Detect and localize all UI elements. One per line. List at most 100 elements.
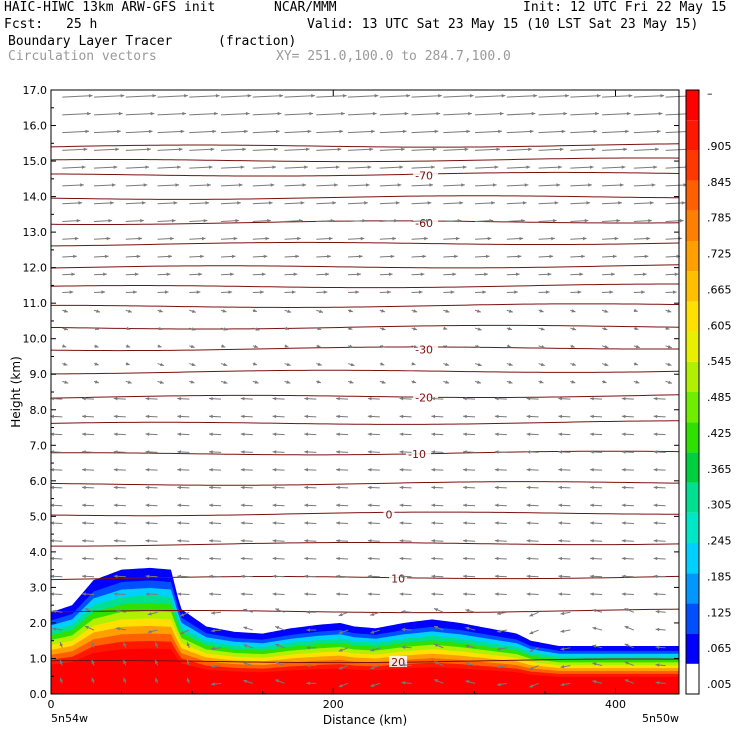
vector-arrowhead bbox=[590, 592, 594, 595]
vector-arrow bbox=[158, 113, 187, 114]
vector-arrowhead bbox=[456, 237, 460, 240]
vector-arrowhead bbox=[304, 592, 308, 595]
contour-label: -70 bbox=[415, 169, 433, 182]
vector-arrowhead bbox=[241, 557, 245, 560]
vector-arrowhead bbox=[491, 201, 495, 204]
vector-arrowhead bbox=[495, 504, 499, 507]
vector-arrowhead bbox=[461, 183, 465, 186]
vector-arrowhead bbox=[205, 201, 209, 204]
vector-arrowhead bbox=[431, 486, 435, 489]
vector-arrowhead bbox=[680, 219, 684, 222]
vector-arrowhead bbox=[391, 255, 395, 258]
temperature-contour-line bbox=[51, 512, 679, 516]
vector-arrow bbox=[189, 96, 219, 98]
vector-arrow bbox=[475, 96, 505, 98]
x-end-label-left: 5n54w bbox=[51, 712, 88, 725]
vector-arrowhead bbox=[152, 94, 156, 97]
vector-arrowhead bbox=[558, 521, 562, 524]
vector-arrowhead bbox=[216, 94, 220, 97]
vector-arrowhead bbox=[563, 112, 567, 115]
vector-arrowhead bbox=[400, 468, 404, 471]
contour-label: -30 bbox=[415, 343, 433, 356]
vector-arrowhead bbox=[209, 468, 213, 471]
vector-arrow bbox=[539, 149, 564, 150]
vector-arrowhead bbox=[514, 290, 518, 293]
vector-arrowhead bbox=[400, 397, 404, 400]
vector-arrowhead bbox=[297, 237, 301, 240]
temperature-contour-line bbox=[51, 421, 679, 425]
vector-arrow bbox=[634, 131, 661, 132]
vector-arrowhead bbox=[241, 450, 245, 453]
vector-arrowhead bbox=[336, 557, 340, 560]
vector-arrowhead bbox=[366, 183, 370, 186]
vector-arrowhead bbox=[553, 219, 557, 222]
vector-arrowhead bbox=[613, 255, 617, 258]
vector-arrowhead bbox=[400, 557, 404, 560]
vector-arrowhead bbox=[309, 112, 313, 115]
vector-arrowhead bbox=[482, 290, 486, 293]
vector-arrowhead bbox=[115, 148, 119, 151]
vector-arrowhead bbox=[302, 183, 306, 186]
colorbar-swatch bbox=[686, 573, 699, 603]
temperature-contour-line bbox=[51, 451, 679, 455]
vector-arrowhead bbox=[463, 468, 467, 471]
vector-arrowhead bbox=[304, 539, 308, 542]
vector-arrowhead bbox=[527, 468, 531, 471]
vector-arrow bbox=[602, 96, 632, 98]
vector-arrowhead bbox=[486, 255, 490, 258]
vector-arrowhead bbox=[273, 592, 277, 595]
vector-arrowhead bbox=[209, 415, 213, 418]
vector-arrowhead bbox=[272, 165, 276, 168]
vector-arrowhead bbox=[103, 273, 107, 276]
vector-arrowhead bbox=[627, 112, 631, 115]
vector-arrowhead bbox=[558, 575, 562, 578]
vector-arrowhead bbox=[431, 575, 435, 578]
colorbar-swatch bbox=[686, 634, 699, 664]
vector-arrowhead bbox=[339, 130, 343, 133]
y-tick-label: 10.0 bbox=[23, 333, 48, 346]
vector-arrowhead bbox=[590, 415, 594, 418]
vector-arrowhead bbox=[357, 273, 361, 276]
vector-arrowhead bbox=[336, 450, 340, 453]
vector-arrowhead bbox=[114, 468, 118, 471]
vector-arrowhead bbox=[273, 539, 277, 542]
vector-arrowhead bbox=[558, 397, 562, 400]
vector-arrowhead bbox=[616, 219, 620, 222]
vector-arrowhead bbox=[431, 521, 435, 524]
vector-arrowhead bbox=[373, 112, 377, 115]
colorbar-swatch bbox=[686, 241, 699, 271]
vector-arrow bbox=[475, 113, 504, 114]
vector-arrowhead bbox=[400, 592, 404, 595]
vector-arrowhead bbox=[495, 432, 499, 435]
vector-arrowhead bbox=[84, 148, 88, 151]
vector-arrowhead bbox=[278, 112, 282, 115]
vector-arrowhead bbox=[496, 148, 500, 151]
vector-arrowhead bbox=[652, 183, 656, 186]
vector-arrow bbox=[126, 149, 151, 150]
colorbar-label: .425 bbox=[707, 427, 732, 440]
vector-arrowhead bbox=[622, 539, 626, 542]
vector-arrowhead bbox=[495, 450, 499, 453]
y-axis-label: Height (km) bbox=[9, 356, 23, 427]
vector-arrowhead bbox=[463, 575, 467, 578]
vector-arrowhead bbox=[400, 432, 404, 435]
vector-arrow bbox=[253, 149, 278, 150]
vector-arrowhead bbox=[306, 610, 310, 613]
colorbar-swatch bbox=[686, 120, 699, 150]
colorbar-swatch bbox=[686, 603, 699, 633]
vector-arrowhead bbox=[241, 165, 245, 168]
vector-arrowhead bbox=[241, 397, 245, 400]
vector-arrowhead bbox=[209, 486, 213, 489]
temperature-contour-line bbox=[51, 158, 679, 162]
vector-arrowhead bbox=[654, 539, 658, 542]
vector-arrowhead bbox=[241, 504, 245, 507]
colorbar-label: .065 bbox=[707, 642, 732, 655]
vector-arrowhead bbox=[82, 504, 86, 507]
vector-arrowhead bbox=[368, 486, 372, 489]
vector-arrowhead bbox=[387, 290, 391, 293]
vector-arrowhead bbox=[618, 201, 622, 204]
vector-arrowhead bbox=[336, 592, 340, 595]
fcst-label: Fcst: bbox=[4, 17, 43, 32]
vector-arrowhead bbox=[648, 219, 652, 222]
vector-arrowhead bbox=[527, 486, 531, 489]
